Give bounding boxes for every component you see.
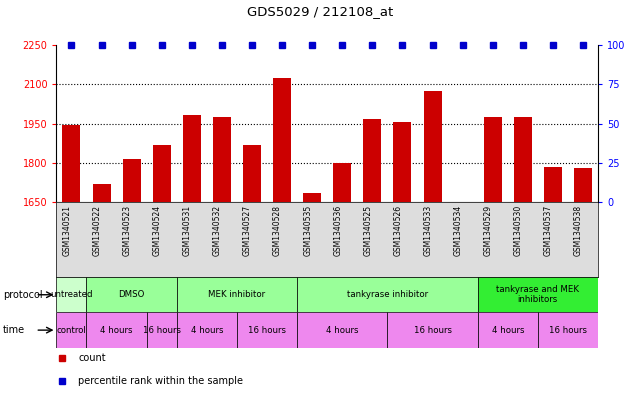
Bar: [387, 312, 478, 348]
Bar: [153, 145, 171, 393]
Bar: [574, 168, 592, 393]
Bar: [243, 145, 261, 393]
Text: GSM1340533: GSM1340533: [424, 205, 433, 256]
Text: GSM1340532: GSM1340532: [213, 205, 222, 256]
Bar: [213, 117, 231, 393]
Bar: [56, 312, 87, 348]
Text: GDS5029 / 212108_at: GDS5029 / 212108_at: [247, 5, 394, 18]
Bar: [363, 119, 381, 393]
Text: tankyrase and MEK
inhibitors: tankyrase and MEK inhibitors: [496, 285, 579, 305]
Text: GSM1340521: GSM1340521: [62, 205, 71, 255]
Bar: [538, 312, 598, 348]
Text: GSM1340522: GSM1340522: [92, 205, 101, 255]
Bar: [297, 312, 387, 348]
Text: GSM1340535: GSM1340535: [303, 205, 312, 256]
Text: GSM1340530: GSM1340530: [514, 205, 523, 256]
Text: GSM1340525: GSM1340525: [363, 205, 372, 256]
Text: GSM1340527: GSM1340527: [243, 205, 252, 256]
Bar: [303, 193, 321, 393]
Bar: [478, 312, 538, 348]
Bar: [177, 312, 237, 348]
Text: MEK inhibitor: MEK inhibitor: [208, 290, 265, 299]
Bar: [484, 117, 502, 393]
Bar: [478, 277, 598, 312]
Text: GSM1340523: GSM1340523: [122, 205, 131, 256]
Text: GSM1340528: GSM1340528: [273, 205, 282, 255]
Text: GSM1340538: GSM1340538: [574, 205, 583, 256]
Bar: [92, 184, 110, 393]
Bar: [514, 117, 532, 393]
Bar: [297, 277, 478, 312]
Text: untreated: untreated: [50, 290, 93, 299]
Text: DMSO: DMSO: [119, 290, 145, 299]
Text: GSM1340526: GSM1340526: [394, 205, 403, 256]
Text: 16 hours: 16 hours: [248, 326, 286, 334]
Text: GSM1340531: GSM1340531: [183, 205, 192, 256]
Text: control: control: [56, 326, 87, 334]
Bar: [424, 91, 442, 393]
Bar: [122, 159, 140, 393]
Bar: [62, 125, 81, 393]
Text: 4 hours: 4 hours: [326, 326, 358, 334]
Text: time: time: [3, 325, 26, 335]
Bar: [333, 163, 351, 393]
Text: tankyrase inhibitor: tankyrase inhibitor: [347, 290, 428, 299]
Bar: [273, 78, 291, 393]
Text: GSM1340536: GSM1340536: [333, 205, 342, 256]
Text: 4 hours: 4 hours: [492, 326, 524, 334]
Text: GSM1340534: GSM1340534: [454, 205, 463, 256]
Text: 16 hours: 16 hours: [143, 326, 181, 334]
Bar: [394, 123, 412, 393]
Text: protocol: protocol: [3, 290, 43, 300]
Bar: [454, 202, 472, 393]
Text: count: count: [78, 353, 106, 363]
Bar: [177, 277, 297, 312]
Bar: [87, 312, 147, 348]
Bar: [87, 277, 177, 312]
Bar: [544, 167, 562, 393]
Bar: [56, 277, 87, 312]
Text: 4 hours: 4 hours: [101, 326, 133, 334]
Text: GSM1340537: GSM1340537: [544, 205, 553, 256]
Bar: [237, 312, 297, 348]
Text: 16 hours: 16 hours: [413, 326, 451, 334]
Text: GSM1340524: GSM1340524: [153, 205, 162, 256]
Text: percentile rank within the sample: percentile rank within the sample: [78, 376, 243, 386]
Text: 4 hours: 4 hours: [190, 326, 223, 334]
Bar: [147, 312, 177, 348]
Text: GSM1340529: GSM1340529: [484, 205, 493, 256]
Bar: [183, 115, 201, 393]
Text: 16 hours: 16 hours: [549, 326, 587, 334]
